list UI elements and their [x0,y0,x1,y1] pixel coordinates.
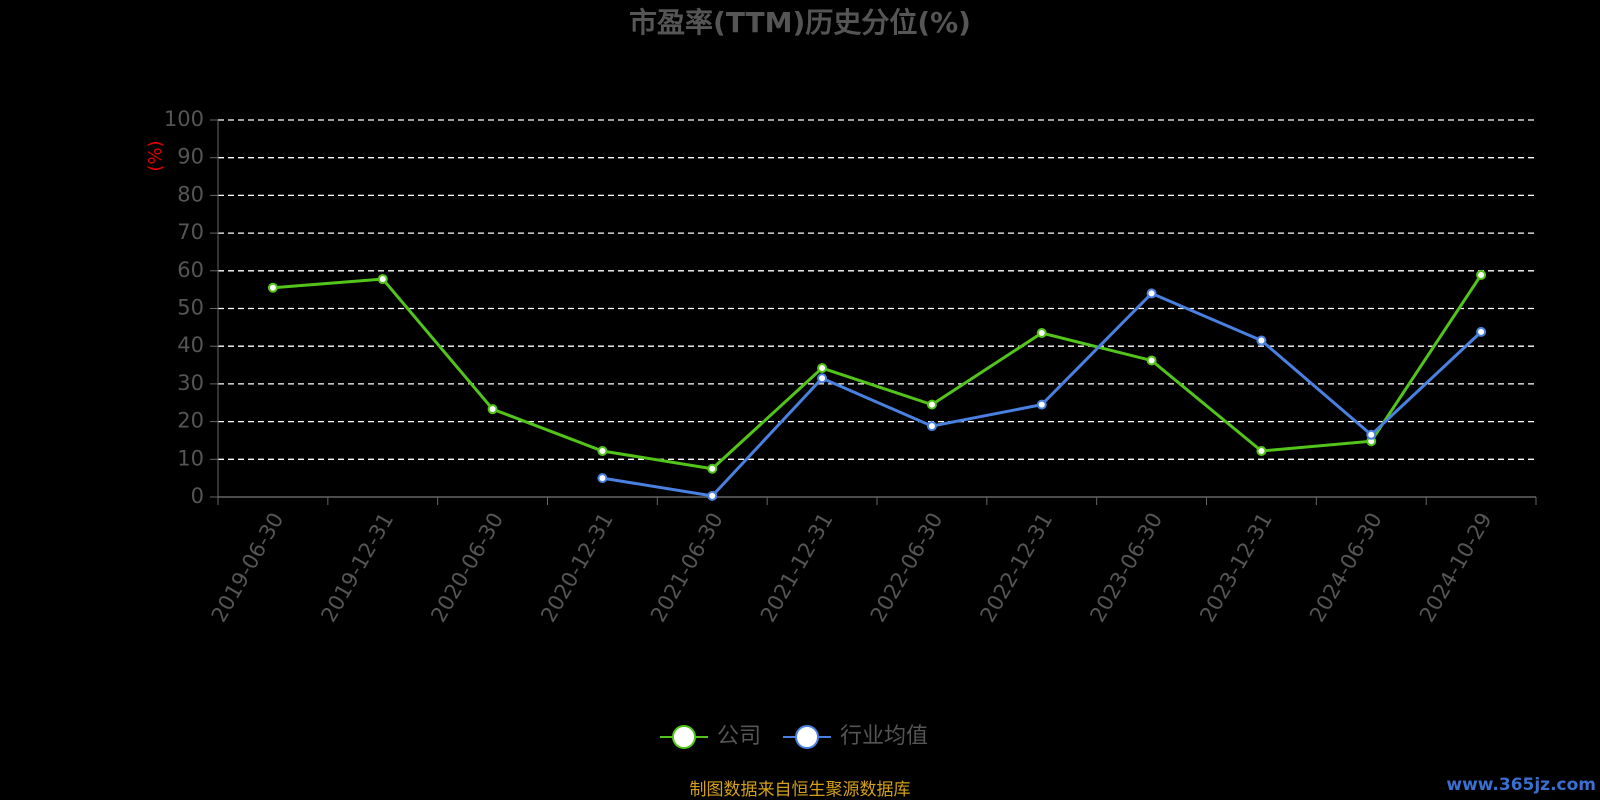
data-point [817,373,828,384]
legend-marker [672,725,696,749]
legend-marker [795,725,820,749]
data-point [597,446,608,457]
y-tick-label: 10 [177,446,204,470]
data-point [707,490,718,501]
x-tick-label: 2024-06-30 [1305,509,1387,627]
data-point [707,463,718,474]
x-tick-label: 2022-06-30 [866,509,948,627]
y-tick-label: 90 [177,145,204,169]
x-tick-label: 2019-06-30 [207,509,289,627]
series-line [272,274,1483,471]
data-point [1036,328,1047,339]
y-tick-label: 100 [164,107,204,131]
data-point [1036,399,1047,410]
data-point [597,473,608,484]
data-point [487,404,498,415]
data-point [267,282,278,293]
x-tick-label: 2023-12-31 [1195,509,1277,627]
x-tick-label: 2020-12-31 [536,509,618,627]
y-tick-label: 20 [177,409,204,433]
x-tick-label: 2021-12-31 [756,509,838,627]
data-point [926,399,937,410]
legend-label: 行业均值 [840,724,928,749]
y-tick-label: 0 [191,484,204,508]
data-point [377,274,388,285]
data-point [1366,429,1377,440]
x-tick-label: 2023-06-30 [1085,509,1167,627]
data-point [1476,326,1487,337]
x-tick-label: 2024-10-29 [1415,509,1497,627]
data-point [1256,446,1267,457]
data-point [1476,269,1487,280]
series-line [602,291,1483,498]
y-tick-label: 40 [177,333,204,357]
x-tick-label: 2019-12-31 [316,509,398,627]
y-tick-label: 30 [177,371,204,395]
y-tick-label: 50 [177,296,204,320]
chart-title: 市盈率(TTM)历史分位(%) [629,6,971,39]
data-point [817,363,828,374]
y-tick-label: 60 [177,258,204,282]
y-axis-label: (%) [145,140,166,171]
watermark: www.365jz.com [1446,775,1596,795]
source-note: 制图数据来自恒生聚源数据库 [690,780,911,800]
data-point [926,421,937,432]
x-tick-label: 2022-12-31 [975,509,1057,627]
y-tick-label: 70 [177,220,204,244]
x-tick-label: 2020-06-30 [426,509,508,627]
legend-label: 公司 [717,724,761,749]
data-point [1256,335,1267,346]
y-tick-label: 80 [177,182,204,206]
data-point [1146,355,1157,366]
data-point [1146,288,1157,299]
x-tick-label: 2021-06-30 [646,509,728,627]
